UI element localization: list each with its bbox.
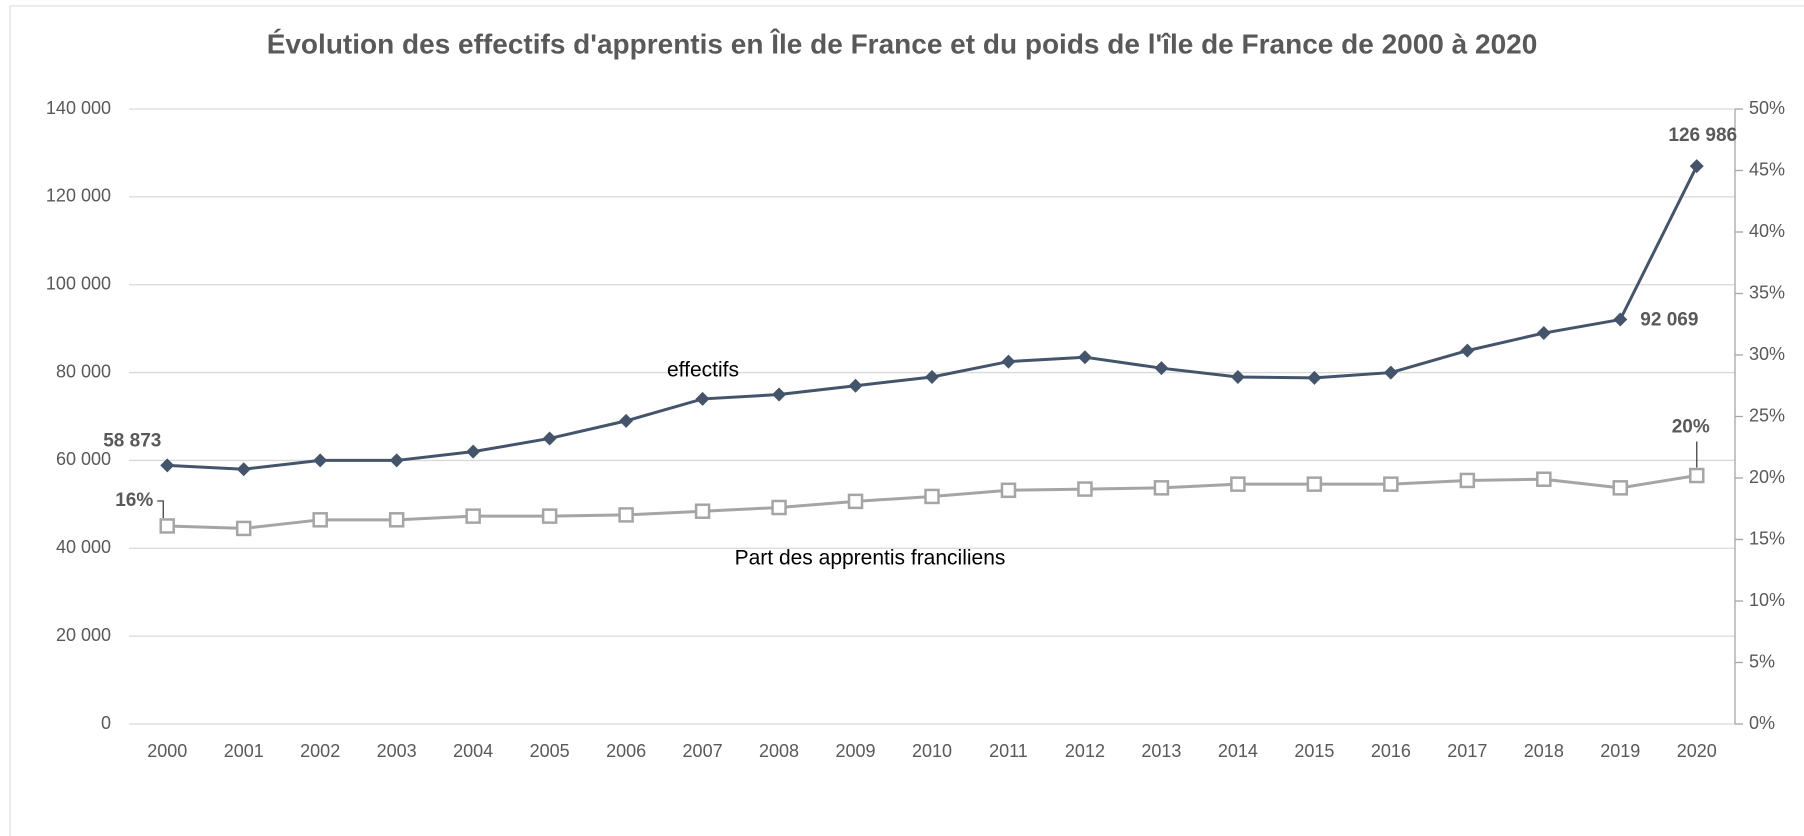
x-tick-label: 2011: [989, 741, 1028, 761]
marker: [541, 508, 558, 524]
x-tick-label: 2003: [377, 741, 417, 761]
marker: [388, 512, 405, 528]
marker: [542, 431, 557, 446]
data-label: 126 986: [1668, 125, 1737, 146]
x-tick-label: 2006: [606, 741, 646, 761]
marker: [160, 458, 175, 473]
y-tick-label: 80 000: [56, 361, 111, 381]
series-label: Part des apprentis franciliens: [735, 547, 1006, 570]
x-tick-label: 2015: [1294, 741, 1334, 761]
data-label: 58 873: [103, 430, 161, 451]
x-tick-label: 2007: [683, 741, 723, 761]
x-tick-label: 2020: [1677, 741, 1717, 761]
marker: [313, 453, 328, 468]
marker: [1459, 472, 1476, 489]
marker: [312, 512, 328, 528]
x-tick-label: 2012: [1065, 741, 1105, 761]
y-tick-label: 140 000: [46, 98, 111, 118]
marker: [1077, 481, 1093, 497]
marker: [848, 378, 863, 393]
y2-tick-label: 25%: [1749, 405, 1785, 425]
marker: [619, 413, 634, 428]
marker: [618, 507, 634, 523]
marker: [1154, 361, 1169, 376]
y-tick-label: 120 000: [46, 186, 111, 206]
marker: [771, 499, 787, 516]
y2-tick-label: 5%: [1749, 651, 1775, 671]
marker: [1383, 365, 1398, 380]
y-tick-label: 60 000: [56, 449, 111, 469]
chart-frame: [9, 5, 1804, 836]
marker: [694, 503, 711, 519]
y2-tick-label: 20%: [1749, 467, 1785, 487]
x-tick-label: 2013: [1141, 741, 1181, 761]
marker: [236, 462, 251, 477]
data-label: 92 069: [1640, 310, 1698, 331]
marker: [1536, 326, 1551, 341]
marker: [1383, 476, 1399, 492]
y-tick-label: 20 000: [56, 625, 111, 645]
x-tick-label: 2009: [836, 741, 876, 761]
marker: [1306, 476, 1323, 492]
marker: [466, 444, 481, 459]
marker: [235, 520, 252, 537]
marker: [1230, 369, 1245, 384]
marker: [1077, 350, 1092, 365]
marker: [1153, 480, 1170, 496]
marker: [772, 387, 787, 402]
y2-tick-label: 45%: [1749, 159, 1785, 179]
y2-tick-label: 15%: [1749, 528, 1785, 548]
marker: [925, 369, 939, 384]
y2-tick-label: 30%: [1749, 344, 1785, 364]
y2-tick-label: 40%: [1749, 221, 1785, 241]
marker: [1689, 467, 1705, 484]
marker: [847, 493, 864, 510]
marker: [695, 391, 710, 406]
y2-tick-label: 35%: [1749, 282, 1785, 302]
x-tick-label: 2000: [147, 741, 187, 761]
marker: [1000, 482, 1017, 499]
data-label: 20%: [1672, 417, 1710, 438]
data-label: 16%: [115, 490, 153, 511]
x-tick-label: 2018: [1524, 741, 1564, 761]
x-tick-label: 2014: [1218, 741, 1258, 761]
marker: [1536, 471, 1552, 487]
y2-tick-label: 50%: [1749, 98, 1785, 118]
marker: [1230, 476, 1246, 492]
marker: [1689, 159, 1704, 174]
x-tick-label: 2019: [1600, 741, 1640, 761]
y-tick-label: 40 000: [56, 537, 111, 557]
y-tick-label: 100 000: [46, 273, 111, 293]
chart-title: Évolution des effectifs d'apprentis en Î…: [267, 28, 1538, 59]
marker: [1460, 343, 1475, 358]
marker: [1613, 312, 1628, 327]
marker: [1612, 480, 1629, 496]
series-line: [167, 165, 1699, 471]
x-tick-label: 2004: [453, 741, 493, 761]
marker: [1307, 370, 1322, 385]
x-tick-label: 2002: [300, 741, 340, 761]
y-tick-label: 0: [101, 713, 111, 733]
x-tick-label: 2010: [912, 741, 952, 761]
x-tick-label: 2008: [759, 741, 799, 761]
x-tick-label: 2017: [1447, 741, 1487, 761]
x-tick-label: 2001: [224, 741, 264, 761]
leader-line: [157, 500, 164, 518]
x-tick-label: 2005: [530, 741, 570, 761]
marker: [159, 518, 175, 534]
marker: [389, 453, 404, 468]
marker: [924, 488, 940, 505]
series-label: effectifs: [667, 359, 739, 382]
marker: [465, 508, 481, 524]
y2-tick-label: 0%: [1749, 713, 1775, 733]
y2-tick-label: 10%: [1749, 590, 1785, 610]
marker: [1001, 354, 1016, 369]
x-tick-label: 2016: [1371, 741, 1411, 761]
